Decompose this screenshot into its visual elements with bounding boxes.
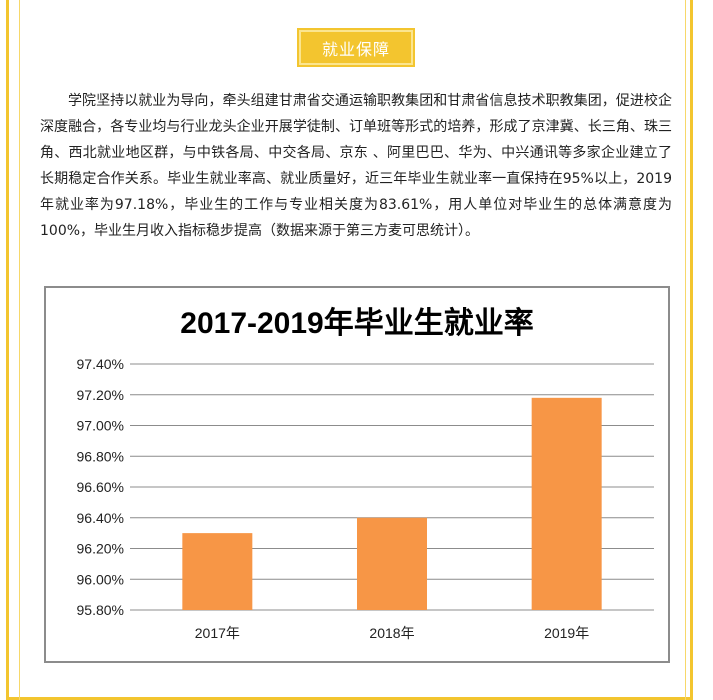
bar (182, 533, 253, 610)
intro-paragraph: 学院坚持以就业为导向，牵头组建甘肃省交通运输职教集团和甘肃省信息技术职教集团，促… (40, 93, 672, 239)
chart-x-ticks: 2017年 2018年 2019年 (195, 625, 589, 641)
y-tick-label: 97.00% (77, 418, 124, 434)
bar (357, 517, 427, 610)
chart-y-ticks: 97.40% 97.20% 97.00% 96.80% 96.60% 96.40% 96.2… (77, 356, 124, 618)
employment-rate-chart: 2017-2019年毕业生就业率 97.40% 97.20% 97.00% 96.80… (44, 286, 670, 663)
page-frame-inner (19, 0, 686, 700)
y-tick-label: 96.40% (77, 510, 124, 526)
y-tick-label: 96.20% (77, 541, 124, 557)
section-badge: 就业保障 (299, 30, 413, 65)
y-tick-label: 97.20% (77, 387, 124, 403)
chart-bars (182, 397, 602, 610)
y-tick-label: 96.00% (77, 571, 124, 587)
chart-canvas: 2017-2019年毕业生就业率 97.40% 97.20% 97.00% 96.80… (77, 307, 654, 641)
y-tick-label: 96.80% (77, 448, 124, 464)
y-tick-label: 97.40% (77, 356, 124, 372)
x-tick-label: 2019年 (544, 625, 589, 641)
y-tick-label: 95.80% (77, 602, 124, 618)
bar (531, 397, 602, 610)
x-tick-label: 2017年 (195, 625, 240, 641)
chart-title: 2017-2019年毕业生就业率 (180, 307, 533, 340)
y-tick-label: 96.60% (77, 479, 124, 495)
x-tick-label: 2018年 (369, 625, 414, 641)
